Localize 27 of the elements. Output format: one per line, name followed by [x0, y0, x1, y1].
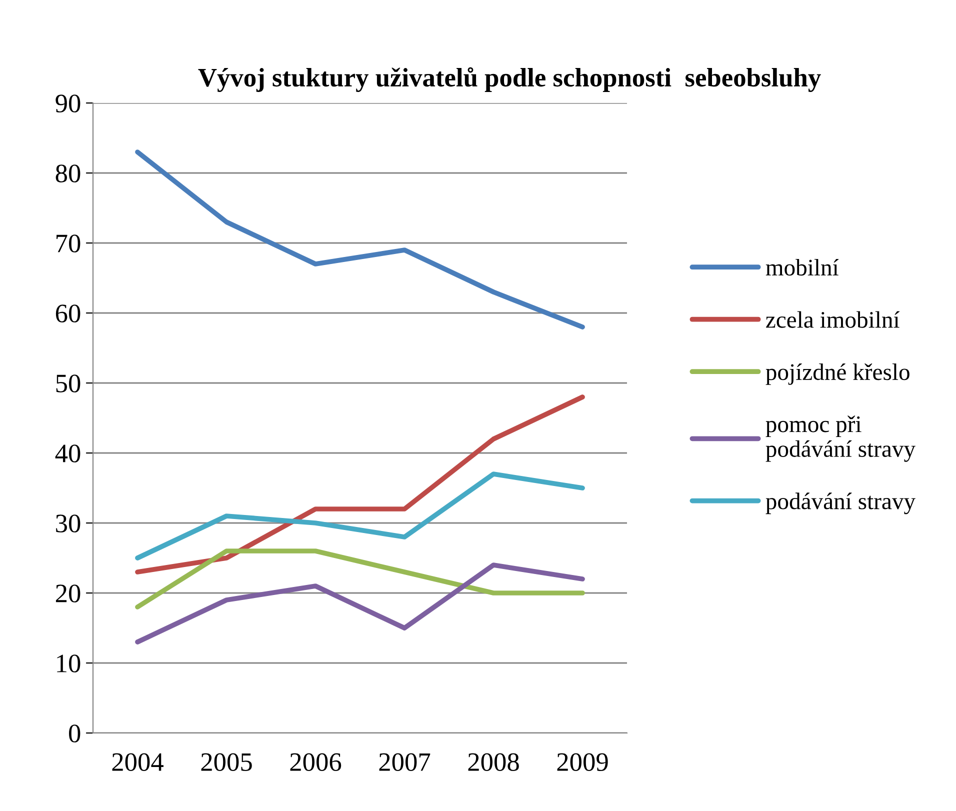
- y-tick-label: 80: [56, 164, 80, 182]
- x-tick-label: 2006: [290, 753, 342, 772]
- x-tick-label: 2009: [557, 753, 608, 772]
- legend-label: zcela imobilní: [766, 311, 900, 328]
- x-tick-label: 2005: [201, 753, 252, 772]
- line-series: [135, 548, 585, 610]
- y-tick-label: 60: [56, 304, 80, 322]
- legend-label: mobilní: [766, 258, 839, 276]
- y-tick-label: 20: [56, 584, 80, 602]
- x-tick-label: 2008: [468, 753, 519, 772]
- line-series: [135, 562, 585, 644]
- legend-label: podávání stravy: [766, 492, 916, 514]
- y-tick-label: 90: [56, 94, 80, 112]
- y-tick-label: 70: [56, 234, 80, 252]
- line-series: [135, 472, 585, 560]
- legend-label: pojízdné křeslo: [766, 363, 910, 385]
- y-tick-label: 10: [57, 654, 80, 672]
- line-series: [135, 394, 585, 574]
- y-tick-label: 40: [55, 444, 80, 462]
- y-tick-label: 50: [56, 374, 80, 392]
- x-tick-label: 2007: [379, 753, 430, 772]
- line-series: [135, 150, 585, 330]
- x-tick-label: 2004: [112, 753, 164, 772]
- y-tick-label: 0: [69, 724, 80, 742]
- chart-title: Vývoj stuktury uživatelů podle schopnosti sebeobsluhy: [198, 67, 821, 92]
- legend-label: pomoc při podávání stravy: [766, 416, 916, 462]
- y-tick-label: 30: [56, 514, 80, 532]
